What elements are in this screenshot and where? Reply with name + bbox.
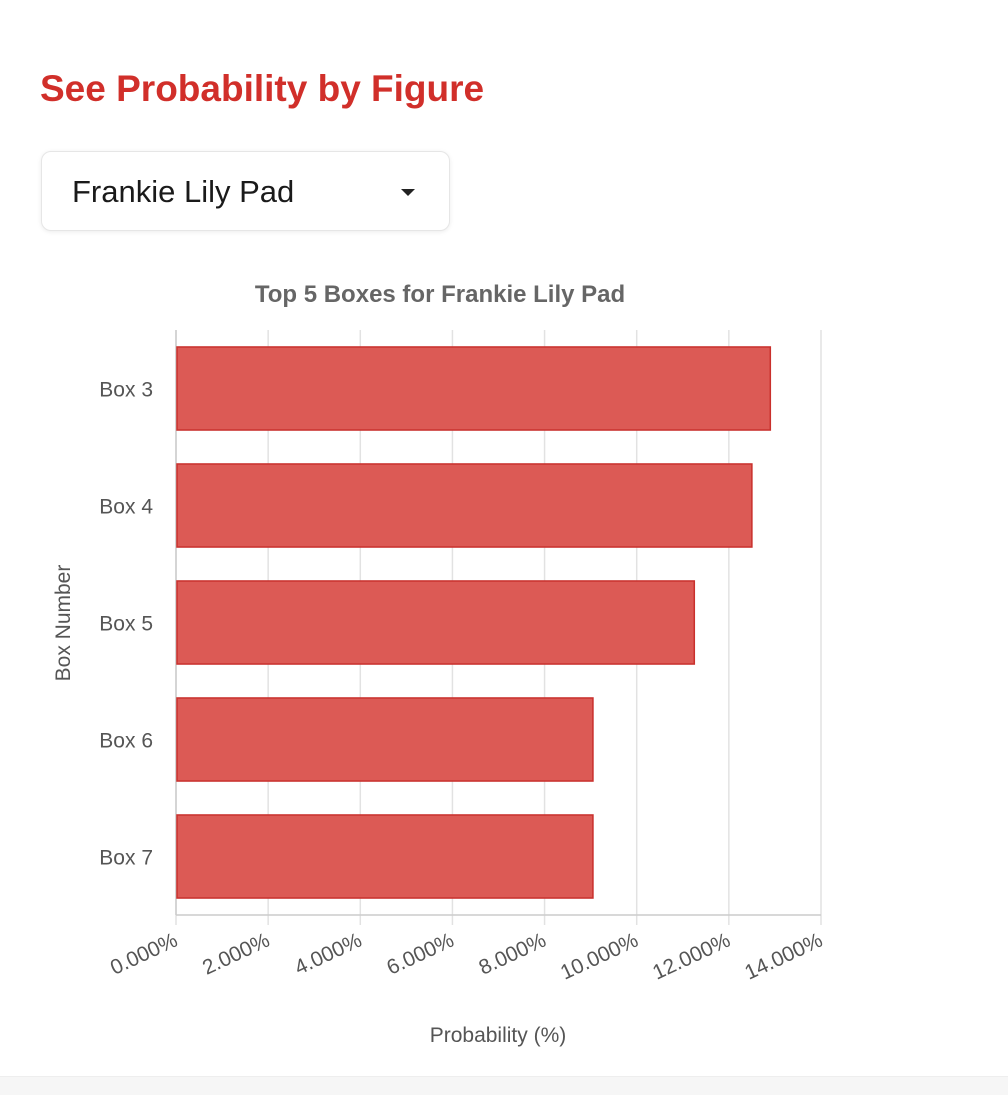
x-tick-label: 4.000% (291, 929, 365, 980)
x-tick-label: 8.000% (475, 929, 549, 980)
y-tick-label: Box 6 (99, 730, 153, 753)
caret-down-icon (401, 189, 415, 196)
x-tick-label: 12.000% (649, 929, 734, 985)
x-tick-label: 0.000% (107, 929, 181, 980)
y-tick-label: Box 7 (99, 847, 153, 870)
probability-chart: Top 5 Boxes for Frankie Lily Pad Box 3Bo… (52, 281, 826, 1047)
chart-bars (176, 346, 772, 899)
y-tick-label: Box 3 (99, 379, 153, 402)
bar[interactable] (176, 697, 594, 782)
y-axis-ticks: Box 3 Box 4 Box 5 Box 6 Box 7 (99, 379, 153, 870)
y-tick-label: Box 4 (99, 496, 153, 519)
chart-title: Top 5 Boxes for Frankie Lily Pad (255, 281, 625, 308)
bar[interactable] (176, 346, 772, 431)
bar[interactable] (176, 463, 753, 548)
figure-select[interactable]: Frankie Lily Pad (41, 151, 450, 231)
page-footer-strip (0, 1076, 1008, 1095)
x-tick-label: 10.000% (557, 929, 642, 985)
x-tick-label: 6.000% (383, 929, 457, 980)
x-axis-ticks: 0.000% 2.000% 4.000% 6.000% 8.000% 10.000% 12.… (107, 929, 826, 985)
bar[interactable] (176, 580, 696, 665)
x-axis-label: Probability (%) (430, 1024, 567, 1047)
x-tick-label: 14.000% (741, 929, 826, 985)
y-axis-label: Box Number (52, 565, 75, 682)
page-title: See Probability by Figure (40, 68, 485, 109)
bar[interactable] (176, 814, 594, 899)
y-tick-label: Box 5 (99, 613, 153, 636)
x-tick-label: 2.000% (199, 929, 273, 980)
figure-select-value: Frankie Lily Pad (72, 174, 295, 209)
